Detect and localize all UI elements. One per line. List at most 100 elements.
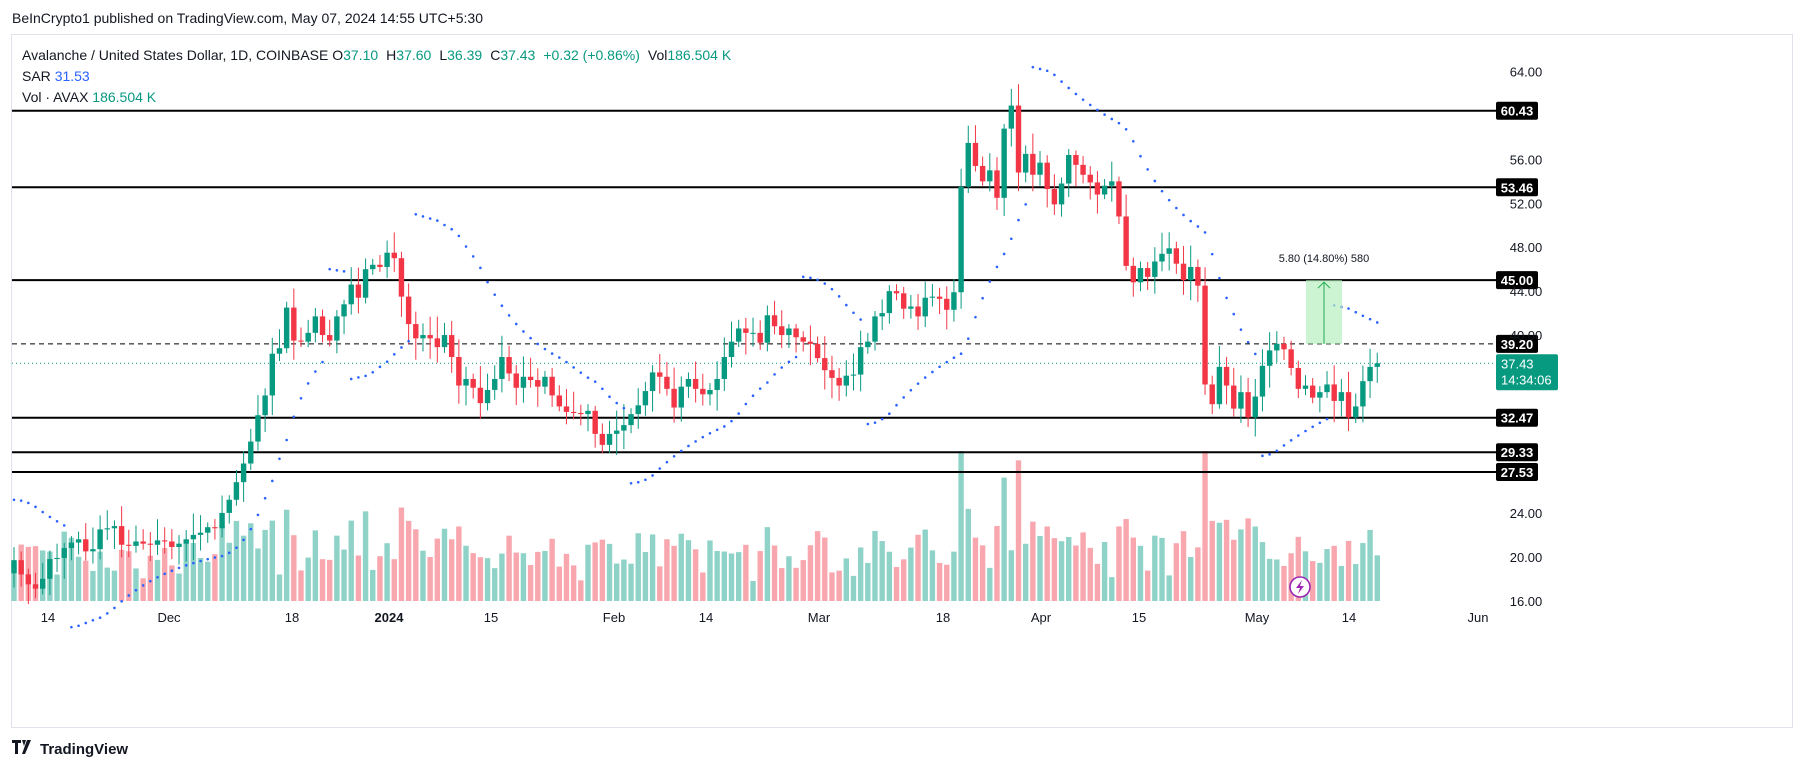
sar-dot	[1218, 276, 1221, 280]
volume-bar	[606, 543, 613, 601]
volume-bar	[714, 551, 720, 601]
candle-body	[578, 413, 584, 415]
candle-body	[283, 307, 290, 349]
candle-body	[1281, 343, 1287, 350]
candle-body	[972, 142, 979, 166]
sar-dot	[328, 267, 332, 271]
legend-c-label: C	[490, 47, 501, 63]
candle-body	[814, 343, 821, 359]
volume-bar	[958, 451, 964, 601]
volume-bar	[1367, 529, 1373, 601]
volume-bar	[814, 531, 821, 601]
candle-body	[18, 560, 24, 575]
candle-body	[700, 388, 706, 395]
sar-dot	[271, 479, 274, 483]
sar-dot	[27, 501, 30, 505]
sar-dot	[170, 569, 174, 572]
sar-dot	[644, 478, 647, 482]
volume-bar	[707, 540, 713, 601]
overlay-layer: 5.80 (14.80%) 580	[1279, 253, 1369, 598]
volume-bar	[456, 526, 462, 601]
sar-dot	[694, 440, 697, 443]
sar-dot	[751, 394, 755, 398]
candle-body	[585, 410, 591, 415]
sar-dot	[565, 360, 568, 364]
volume-bar	[893, 567, 900, 601]
sar-dot	[1139, 154, 1142, 158]
volume-bar	[1109, 577, 1115, 601]
candle-body	[649, 372, 656, 392]
sar-dot	[601, 387, 604, 391]
candle-body	[1309, 385, 1316, 398]
legend-o-label: O	[332, 47, 344, 63]
sar-dot	[916, 382, 920, 385]
sar-dot	[464, 245, 468, 248]
candle-body	[255, 415, 261, 442]
sar-dot	[665, 460, 669, 464]
volume-bar	[1001, 477, 1007, 601]
candle-body	[592, 410, 598, 434]
volume-bar	[54, 574, 60, 601]
candle-body	[1173, 248, 1180, 264]
volume-bar	[771, 545, 778, 601]
volume-bar	[750, 580, 756, 601]
candle-body	[126, 544, 132, 546]
sar-dot	[608, 395, 611, 399]
candle-body	[563, 406, 570, 412]
footer-brand[interactable]: TradingView	[12, 740, 128, 758]
volume-bar	[68, 537, 75, 601]
footer-brand-label: TradingView	[40, 740, 129, 758]
candle-body	[205, 527, 211, 533]
sar-dot	[1096, 108, 1099, 112]
candle-body	[570, 411, 577, 414]
candle-body	[384, 252, 390, 267]
chart-legend: Avalanche / United States Dollar, 1D, CO…	[22, 45, 731, 108]
volume-bar	[1094, 563, 1101, 601]
candle-body	[800, 337, 806, 342]
sar-dot	[995, 265, 999, 269]
sar-dot	[371, 370, 375, 374]
sar-dot	[1297, 434, 1300, 437]
candle-body	[118, 526, 125, 545]
sar-dot	[766, 381, 769, 384]
sar-dot	[966, 337, 970, 340]
y-tick-label: 20.00	[1510, 550, 1543, 565]
sar-dot	[77, 624, 80, 628]
sar-dot	[55, 519, 59, 523]
volume-bar	[334, 535, 340, 601]
sar-dot	[385, 360, 389, 363]
sar-dot	[1289, 439, 1293, 442]
volume-bar	[915, 534, 921, 601]
volume-bar	[671, 545, 677, 601]
volume-bar	[1159, 537, 1165, 601]
candle-body	[1152, 261, 1158, 277]
volume-bar	[118, 549, 125, 601]
sar-dot	[1024, 203, 1027, 206]
sar-dot	[479, 266, 482, 270]
sar-dot	[1175, 206, 1178, 210]
sar-dot	[1031, 65, 1035, 69]
sar-dot	[19, 499, 23, 502]
legend-vol-row: Vol · AVAX 186.504 K	[22, 87, 731, 108]
sar-dot	[450, 227, 453, 231]
sar-dot	[1318, 421, 1322, 425]
sar-dot	[1203, 231, 1207, 234]
sar-dot	[378, 365, 382, 369]
volume-bar	[111, 570, 118, 601]
candle-body	[1188, 266, 1194, 281]
level-label-bg	[1496, 101, 1538, 120]
candle-body	[405, 296, 412, 325]
volume-bar	[1331, 545, 1337, 601]
sar-dot	[923, 376, 927, 379]
volume-bar	[599, 539, 606, 601]
x-tick-label: 15	[484, 610, 498, 625]
volume-bar	[549, 538, 555, 601]
x-tick-label: 14	[41, 610, 55, 625]
sar-dot	[98, 616, 102, 619]
candle-body	[1144, 268, 1151, 277]
levels-layer	[12, 109, 1496, 473]
candle-body	[865, 341, 871, 348]
volume-bar	[1180, 531, 1187, 601]
candle-body	[965, 142, 971, 187]
